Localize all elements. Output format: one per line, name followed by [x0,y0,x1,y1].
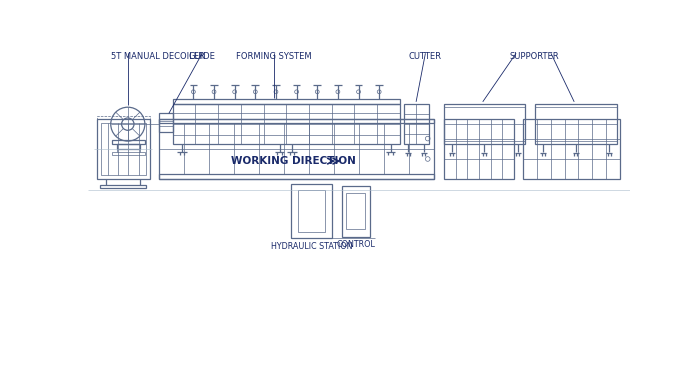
Bar [346,193,365,229]
Bar [173,99,400,104]
Bar [112,139,145,144]
Bar [173,104,400,144]
Bar [536,104,617,144]
Bar [159,113,173,132]
Bar [404,104,428,144]
Text: FORMING SYSTEM: FORMING SYSTEM [236,52,312,61]
Bar [117,144,140,149]
Bar [97,116,150,119]
Bar [159,174,434,179]
Bar [444,119,514,179]
Text: 5T MANUAL DECOILER: 5T MANUAL DECOILER [111,52,204,61]
Bar [444,104,526,144]
Text: CUTTER: CUTTER [409,52,442,61]
Bar [100,185,146,188]
Bar [291,184,332,238]
Bar [112,152,145,155]
Text: GUIDE: GUIDE [189,52,216,61]
Bar [523,119,620,179]
Bar [342,186,370,237]
Text: HYDRAULIC STATION: HYDRAULIC STATION [271,242,352,251]
Bar [298,190,326,232]
Text: CONTROL: CONTROL [336,241,375,249]
Bar [101,123,146,175]
Text: WORKING DIRECTION: WORKING DIRECTION [231,156,356,166]
Bar [159,119,434,179]
Text: SUPPORTER: SUPPORTER [509,52,559,61]
Bar [159,119,434,124]
Bar [97,119,150,179]
